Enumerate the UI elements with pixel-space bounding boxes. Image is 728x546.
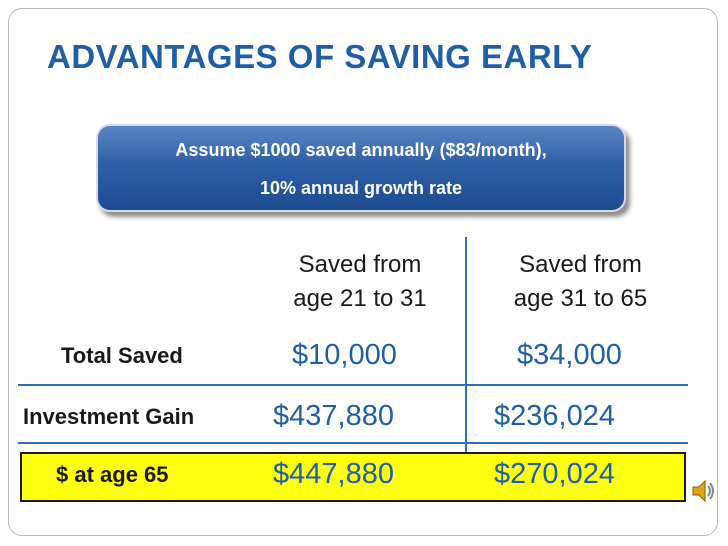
row-divider-1 [18,384,688,386]
column-header-early-line2: age 21 to 31 [293,285,427,312]
row-label-investment-gain: Investment Gain [23,404,195,429]
column-divider [465,237,467,499]
column-header-early-line1: Saved from [298,251,422,278]
row-label-total-saved: Total Saved [61,343,183,368]
column-header-late-line2: age 31 to 65 [513,285,648,312]
value-investment-gain-late: $236,024 [494,400,615,432]
assumption-box: Assume $1000 saved annually ($83/month),… [96,124,626,212]
slide-title: ADVANTAGES OF SAVING EARLY [47,38,593,75]
value-at-age-65-early: $447,880 [273,458,394,490]
row-divider-2 [18,442,688,444]
assumption-line-2: 10% annual growth rate [259,178,463,198]
column-header-late-line1: Saved from [519,251,642,278]
row-label-at-age-65: $ at age 65 [56,462,169,487]
speaker-icon[interactable] [690,478,716,504]
column-header-late: Saved from age 31 to 65 [488,248,673,316]
column-header-early: Saved from age 21 to 31 [270,248,450,316]
value-total-saved-late: $34,000 [517,339,622,371]
highlight-row [20,452,686,502]
value-investment-gain-early: $437,880 [273,400,394,432]
value-total-saved-early: $10,000 [292,339,397,371]
assumption-line-1: Assume $1000 saved annually ($83/month), [175,140,547,160]
value-at-age-65-late: $270,024 [494,458,615,490]
slide-frame [8,8,718,536]
